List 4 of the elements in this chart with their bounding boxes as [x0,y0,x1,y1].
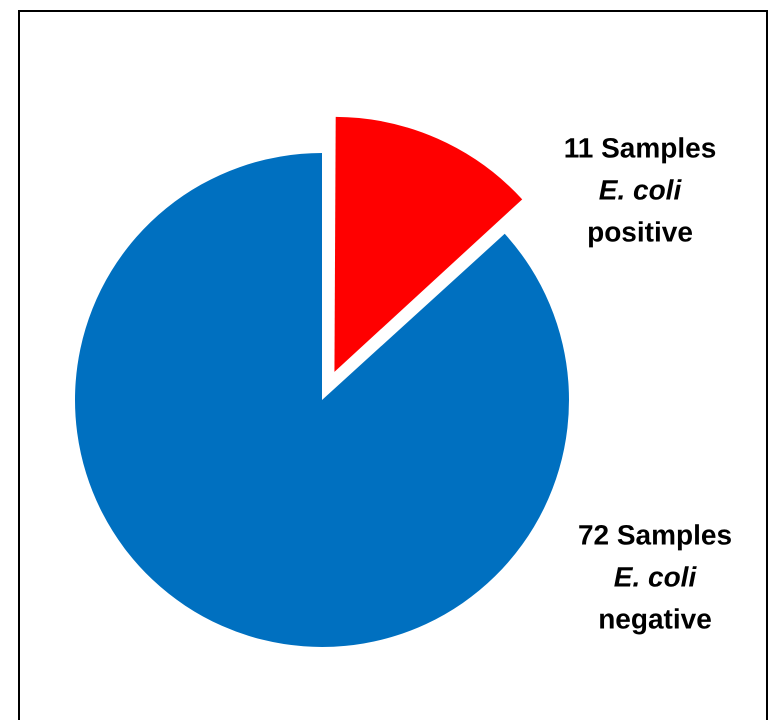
slice-label: E. coli positive [587,174,693,248]
data-label: 72 Samples [578,520,732,551]
slice-label: E. coli negative [598,562,712,635]
data-label: 11 Samples [564,132,716,164]
